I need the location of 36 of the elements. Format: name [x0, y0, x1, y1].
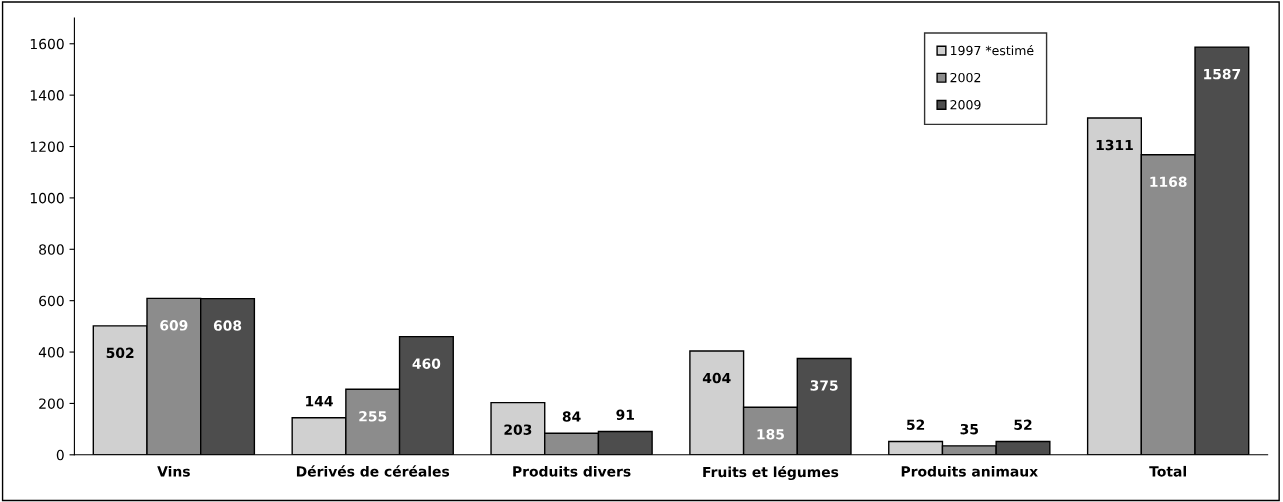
data-label: 255: [359, 411, 387, 422]
data-label: 84: [562, 411, 581, 422]
data-label: 502: [106, 347, 134, 359]
x-tick-label: Dérivés de céréales: [296, 465, 450, 477]
data-label: 52: [1014, 419, 1032, 431]
legend-label: 1997 *estimé: [950, 45, 1034, 56]
data-label: 404: [702, 372, 731, 384]
x-tick-label: Produits animaux: [901, 465, 1038, 477]
legend-label: 2002: [950, 72, 981, 83]
y-tick-label: 1400: [30, 90, 64, 101]
data-label: 460: [412, 358, 441, 369]
data-label: 1587: [1204, 68, 1241, 80]
x-tick-label: Produits divers: [513, 465, 631, 477]
x-tick-label: Vins: [157, 465, 190, 477]
data-label: 185: [757, 429, 784, 440]
y-tick-label: 1200: [30, 141, 64, 152]
data-label: 144: [306, 396, 333, 407]
y-tick-label: 0: [56, 449, 64, 461]
y-tick-label: 600: [39, 295, 64, 307]
y-tick-label: 1000: [30, 192, 64, 204]
data-label: 203: [504, 424, 532, 435]
data-label: 375: [810, 380, 838, 391]
y-tick-label: 200: [39, 398, 64, 409]
data-label: 91: [616, 409, 634, 421]
data-label: 52: [907, 419, 925, 431]
x-tick-label: Total: [1149, 465, 1186, 477]
data-label: 1168: [1150, 176, 1187, 187]
x-tick-label: Fruits et légumes: [703, 465, 839, 481]
y-tick-label: 1600: [30, 38, 64, 50]
data-label: 35: [960, 423, 978, 435]
y-tick-label: 400: [38, 347, 64, 358]
y-tick-label: 800: [39, 244, 64, 255]
data-label: 609: [160, 320, 188, 331]
legend-label: 2009: [950, 99, 981, 110]
data-label: 608: [213, 320, 242, 331]
data-label: 1311: [1096, 139, 1133, 151]
